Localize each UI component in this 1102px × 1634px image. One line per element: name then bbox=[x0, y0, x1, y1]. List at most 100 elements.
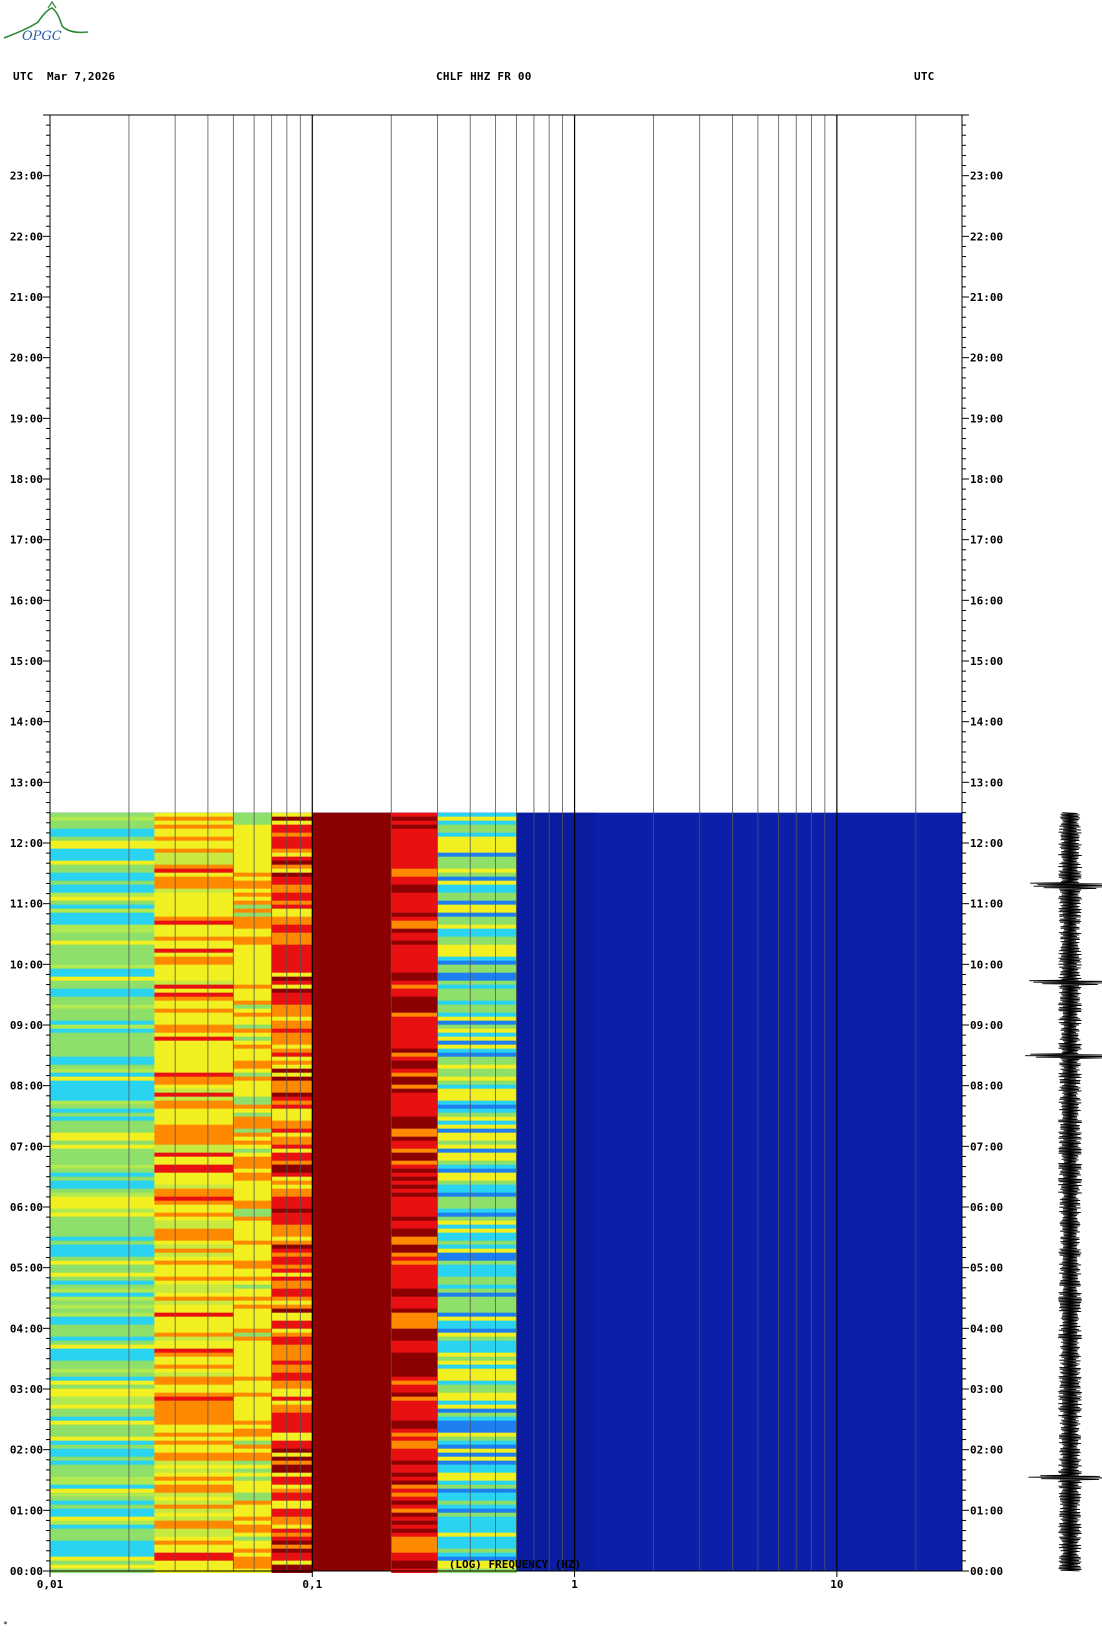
heatmap-cell bbox=[437, 1440, 517, 1445]
heatmap-cell bbox=[233, 892, 273, 897]
heatmap-cell bbox=[437, 1084, 517, 1089]
heatmap-cell bbox=[271, 1564, 313, 1569]
heatmap-cell bbox=[271, 1304, 313, 1309]
heatmap-cell bbox=[50, 1536, 155, 1541]
heatmap-cell bbox=[50, 1560, 155, 1565]
heatmap-cell bbox=[437, 1348, 517, 1353]
heatmap-cell bbox=[271, 1000, 313, 1005]
heatmap-cell bbox=[271, 1188, 313, 1193]
heatmap-cell bbox=[233, 832, 273, 837]
heatmap-cell bbox=[233, 1000, 273, 1005]
heatmap-cell bbox=[50, 1088, 155, 1093]
heatmap-cell bbox=[50, 936, 155, 941]
heatmap-cell bbox=[437, 1224, 517, 1229]
heatmap-cell bbox=[233, 1320, 273, 1325]
heatmap-cell bbox=[271, 1516, 313, 1521]
heatmap-cell bbox=[437, 1184, 517, 1189]
heatmap-cell bbox=[391, 1352, 438, 1357]
heatmap-cell bbox=[391, 1064, 438, 1069]
heatmap-cell bbox=[50, 1096, 155, 1101]
heatmap-cell bbox=[271, 996, 313, 1001]
heatmap-cell bbox=[271, 864, 313, 869]
heatmap-cell bbox=[154, 816, 234, 821]
heatmap-cell bbox=[50, 1444, 155, 1449]
heatmap-cell bbox=[271, 1456, 313, 1461]
heatmap-cell bbox=[271, 1416, 313, 1421]
heatmap-cell bbox=[437, 1028, 517, 1033]
heatmap-cell bbox=[391, 816, 438, 821]
heatmap-cell bbox=[391, 1496, 438, 1501]
heatmap-cell bbox=[437, 1164, 517, 1169]
heatmap-cell bbox=[437, 1124, 517, 1129]
heatmap-cell bbox=[391, 900, 438, 905]
heatmap-cell bbox=[437, 984, 517, 989]
heatmap-cell bbox=[233, 1380, 273, 1385]
x-tick-label: 0,1 bbox=[302, 1578, 322, 1591]
heatmap-cell bbox=[437, 1508, 517, 1513]
heatmap-cell bbox=[154, 1164, 234, 1169]
heatmap-cell bbox=[233, 1160, 273, 1165]
heatmap-cell bbox=[233, 1020, 273, 1025]
heatmap-cell bbox=[391, 1268, 438, 1273]
heatmap-cell bbox=[437, 892, 517, 897]
heatmap-cell bbox=[437, 956, 517, 961]
heatmap-cell bbox=[271, 1116, 313, 1121]
heatmap-cell bbox=[50, 1184, 155, 1189]
heatmap-cell bbox=[233, 1428, 273, 1433]
heatmap-cell bbox=[391, 968, 438, 973]
heatmap-band bbox=[312, 812, 392, 1571]
heatmap-cell bbox=[271, 1160, 313, 1165]
heatmap-cell bbox=[154, 1268, 234, 1273]
heatmap-cell bbox=[154, 1408, 234, 1413]
heatmap-cell bbox=[50, 952, 155, 957]
heatmap-cell bbox=[154, 1384, 234, 1389]
heatmap-cell bbox=[50, 1052, 155, 1057]
heatmap-cell bbox=[233, 828, 273, 833]
heatmap-cell bbox=[233, 996, 273, 1001]
heatmap-cell bbox=[391, 1532, 438, 1537]
heatmap-cell bbox=[271, 1472, 313, 1477]
heatmap-cell bbox=[154, 988, 234, 993]
heatmap-cell bbox=[154, 940, 234, 945]
heatmap-cell bbox=[50, 1208, 155, 1213]
heatmap-cell bbox=[391, 920, 438, 925]
heatmap-cell bbox=[50, 1232, 155, 1237]
heatmap-cell bbox=[50, 1524, 155, 1529]
heatmap-cell bbox=[154, 1480, 234, 1485]
heatmap-cell bbox=[437, 1140, 517, 1145]
heatmap-cell bbox=[391, 904, 438, 909]
heatmap-cell bbox=[233, 940, 273, 945]
heatmap-cell bbox=[154, 852, 234, 857]
heatmap-cell bbox=[437, 1268, 517, 1273]
heatmap-cell bbox=[154, 860, 234, 865]
heatmap-cell bbox=[437, 868, 517, 873]
heatmap-cell bbox=[233, 1208, 273, 1213]
heatmap-cell bbox=[271, 880, 313, 885]
heatmap-cell bbox=[391, 960, 438, 965]
heatmap-cell bbox=[437, 948, 517, 953]
heatmap-cell bbox=[233, 1448, 273, 1453]
heatmap-cell bbox=[154, 1444, 234, 1449]
heatmap-cell bbox=[50, 856, 155, 861]
heatmap-cell bbox=[391, 1544, 438, 1549]
heatmap-cell bbox=[391, 992, 438, 997]
heatmap-cell bbox=[391, 1420, 438, 1425]
heatmap-cell bbox=[50, 1256, 155, 1261]
heatmap-cell bbox=[437, 1188, 517, 1193]
heatmap-cell bbox=[154, 976, 234, 981]
heatmap-cell bbox=[154, 824, 234, 829]
heatmap-cell bbox=[437, 844, 517, 849]
heatmap-cell bbox=[437, 1248, 517, 1253]
heatmap-cell bbox=[50, 1264, 155, 1269]
heatmap-cell bbox=[437, 1040, 517, 1045]
heatmap-cell bbox=[50, 1376, 155, 1381]
y-tick-label-left: 15:00 bbox=[10, 655, 43, 668]
heatmap-cell bbox=[437, 1292, 517, 1297]
heatmap-cell bbox=[154, 1200, 234, 1205]
heatmap-cell bbox=[391, 948, 438, 953]
heatmap-cell bbox=[437, 852, 517, 857]
heatmap-cell bbox=[391, 1152, 438, 1157]
heatmap-cell bbox=[271, 1316, 313, 1321]
heatmap-cell bbox=[271, 872, 313, 877]
heatmap-cell bbox=[271, 1020, 313, 1025]
